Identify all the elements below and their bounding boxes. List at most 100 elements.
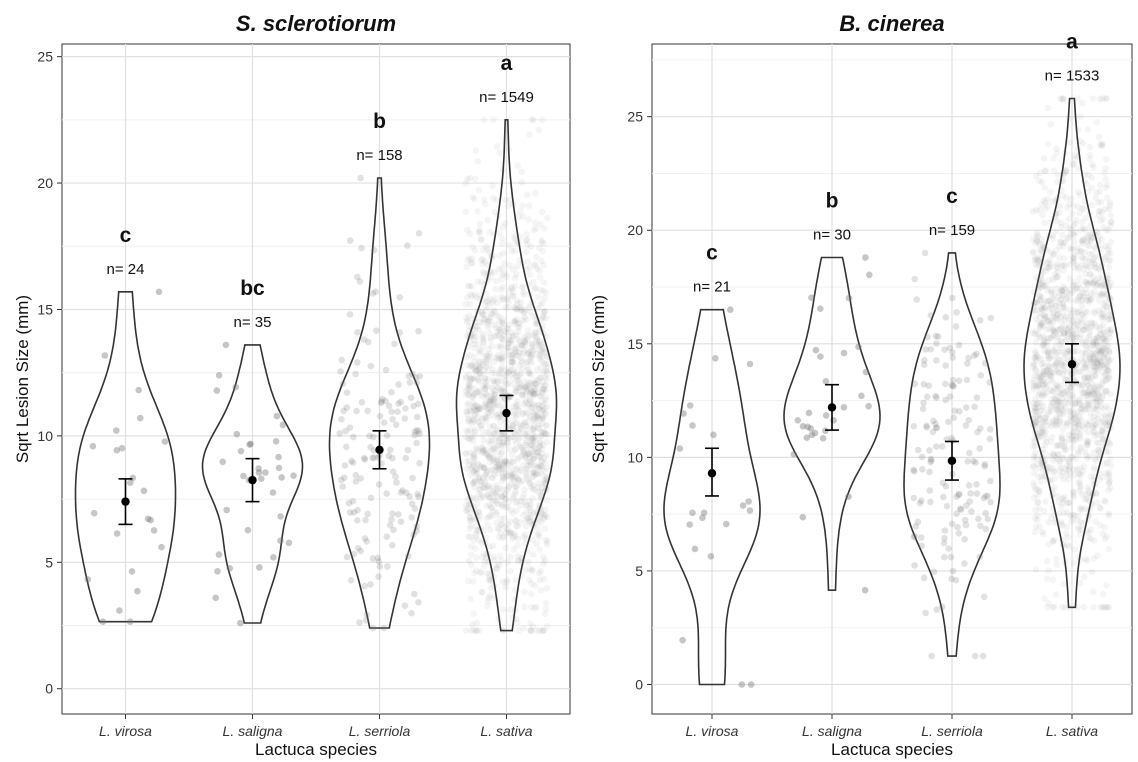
data-point bbox=[804, 423, 812, 431]
chart-title: B. cinerea bbox=[839, 11, 944, 36]
data-point bbox=[494, 488, 501, 495]
data-point bbox=[543, 541, 551, 548]
data-point bbox=[531, 436, 539, 444]
data-point bbox=[1044, 318, 1051, 325]
data-point bbox=[487, 511, 494, 519]
data-point bbox=[528, 388, 536, 395]
data-point bbox=[541, 405, 549, 412]
data-point bbox=[540, 488, 547, 496]
data-point bbox=[517, 354, 525, 361]
data-point bbox=[487, 494, 494, 502]
data-point bbox=[495, 525, 503, 533]
data-point bbox=[507, 480, 515, 487]
data-point bbox=[488, 395, 495, 402]
data-point bbox=[467, 362, 475, 370]
data-point bbox=[525, 304, 533, 311]
data-point bbox=[538, 237, 546, 244]
data-point bbox=[514, 320, 522, 327]
data-point bbox=[465, 400, 472, 407]
data-point bbox=[493, 196, 500, 204]
data-point bbox=[976, 317, 984, 324]
data-point bbox=[940, 493, 947, 501]
data-point bbox=[517, 341, 524, 349]
data-point bbox=[727, 306, 734, 314]
data-point bbox=[917, 534, 925, 541]
data-point bbox=[712, 355, 719, 362]
data-point bbox=[237, 447, 245, 455]
data-point bbox=[514, 476, 522, 484]
data-point bbox=[501, 372, 509, 380]
data-point bbox=[516, 430, 524, 437]
data-point bbox=[530, 472, 537, 480]
data-point bbox=[511, 410, 518, 418]
data-point bbox=[511, 247, 519, 254]
data-point bbox=[497, 418, 504, 425]
data-point bbox=[411, 590, 418, 598]
data-point bbox=[509, 403, 517, 411]
data-point bbox=[522, 399, 529, 407]
data-point bbox=[1090, 280, 1097, 288]
data-point bbox=[499, 606, 507, 613]
data-point bbox=[518, 168, 525, 176]
data-point bbox=[543, 364, 551, 372]
violins bbox=[663, 97, 1121, 686]
data-point bbox=[150, 527, 158, 534]
data-point bbox=[1085, 489, 1092, 497]
data-point bbox=[484, 597, 492, 605]
data-point bbox=[493, 500, 501, 507]
data-point bbox=[487, 466, 495, 474]
data-point bbox=[1052, 210, 1060, 218]
data-point bbox=[529, 408, 536, 416]
data-point bbox=[932, 392, 939, 400]
data-point bbox=[522, 566, 529, 573]
data-point bbox=[498, 501, 506, 509]
data-point bbox=[493, 426, 501, 433]
data-point bbox=[1044, 202, 1052, 210]
data-point bbox=[1082, 262, 1089, 269]
data-point bbox=[1037, 274, 1045, 282]
data-point bbox=[519, 213, 527, 221]
data-point bbox=[523, 357, 531, 365]
data-point bbox=[476, 369, 483, 376]
error-bars bbox=[118, 394, 514, 526]
data-point bbox=[489, 457, 497, 465]
data-point bbox=[1054, 493, 1061, 501]
data-point bbox=[462, 433, 469, 441]
data-point bbox=[504, 520, 512, 528]
data-point bbox=[499, 431, 507, 438]
data-point bbox=[469, 462, 476, 470]
data-point bbox=[1087, 526, 1095, 533]
data-point bbox=[346, 509, 354, 516]
data-point bbox=[1039, 461, 1047, 469]
data-point bbox=[542, 480, 549, 487]
data-point bbox=[511, 320, 519, 328]
data-point bbox=[1054, 455, 1062, 463]
data-point bbox=[1034, 499, 1041, 506]
data-point bbox=[1071, 437, 1078, 444]
data-point bbox=[464, 417, 472, 425]
data-point bbox=[536, 355, 543, 362]
data-point bbox=[502, 495, 509, 503]
data-point bbox=[483, 368, 490, 376]
data-point bbox=[1107, 462, 1115, 469]
data-point bbox=[474, 448, 482, 455]
data-point bbox=[505, 351, 513, 359]
sample-size-label: n= 1549 bbox=[479, 89, 534, 106]
data-point bbox=[536, 488, 544, 495]
data-point bbox=[499, 477, 506, 485]
data-point bbox=[1092, 365, 1100, 372]
data-point bbox=[1107, 257, 1114, 264]
data-point bbox=[536, 570, 543, 577]
data-point bbox=[515, 557, 522, 564]
data-point bbox=[1049, 197, 1057, 205]
data-point bbox=[492, 387, 500, 395]
data-point bbox=[500, 430, 507, 438]
sample-size-label: n= 35 bbox=[234, 314, 272, 331]
data-point bbox=[530, 510, 538, 517]
data-point bbox=[513, 411, 521, 418]
data-point bbox=[525, 476, 532, 484]
data-point bbox=[471, 454, 478, 461]
data-point bbox=[519, 477, 527, 484]
data-point bbox=[511, 232, 518, 240]
data-point bbox=[1098, 429, 1106, 436]
